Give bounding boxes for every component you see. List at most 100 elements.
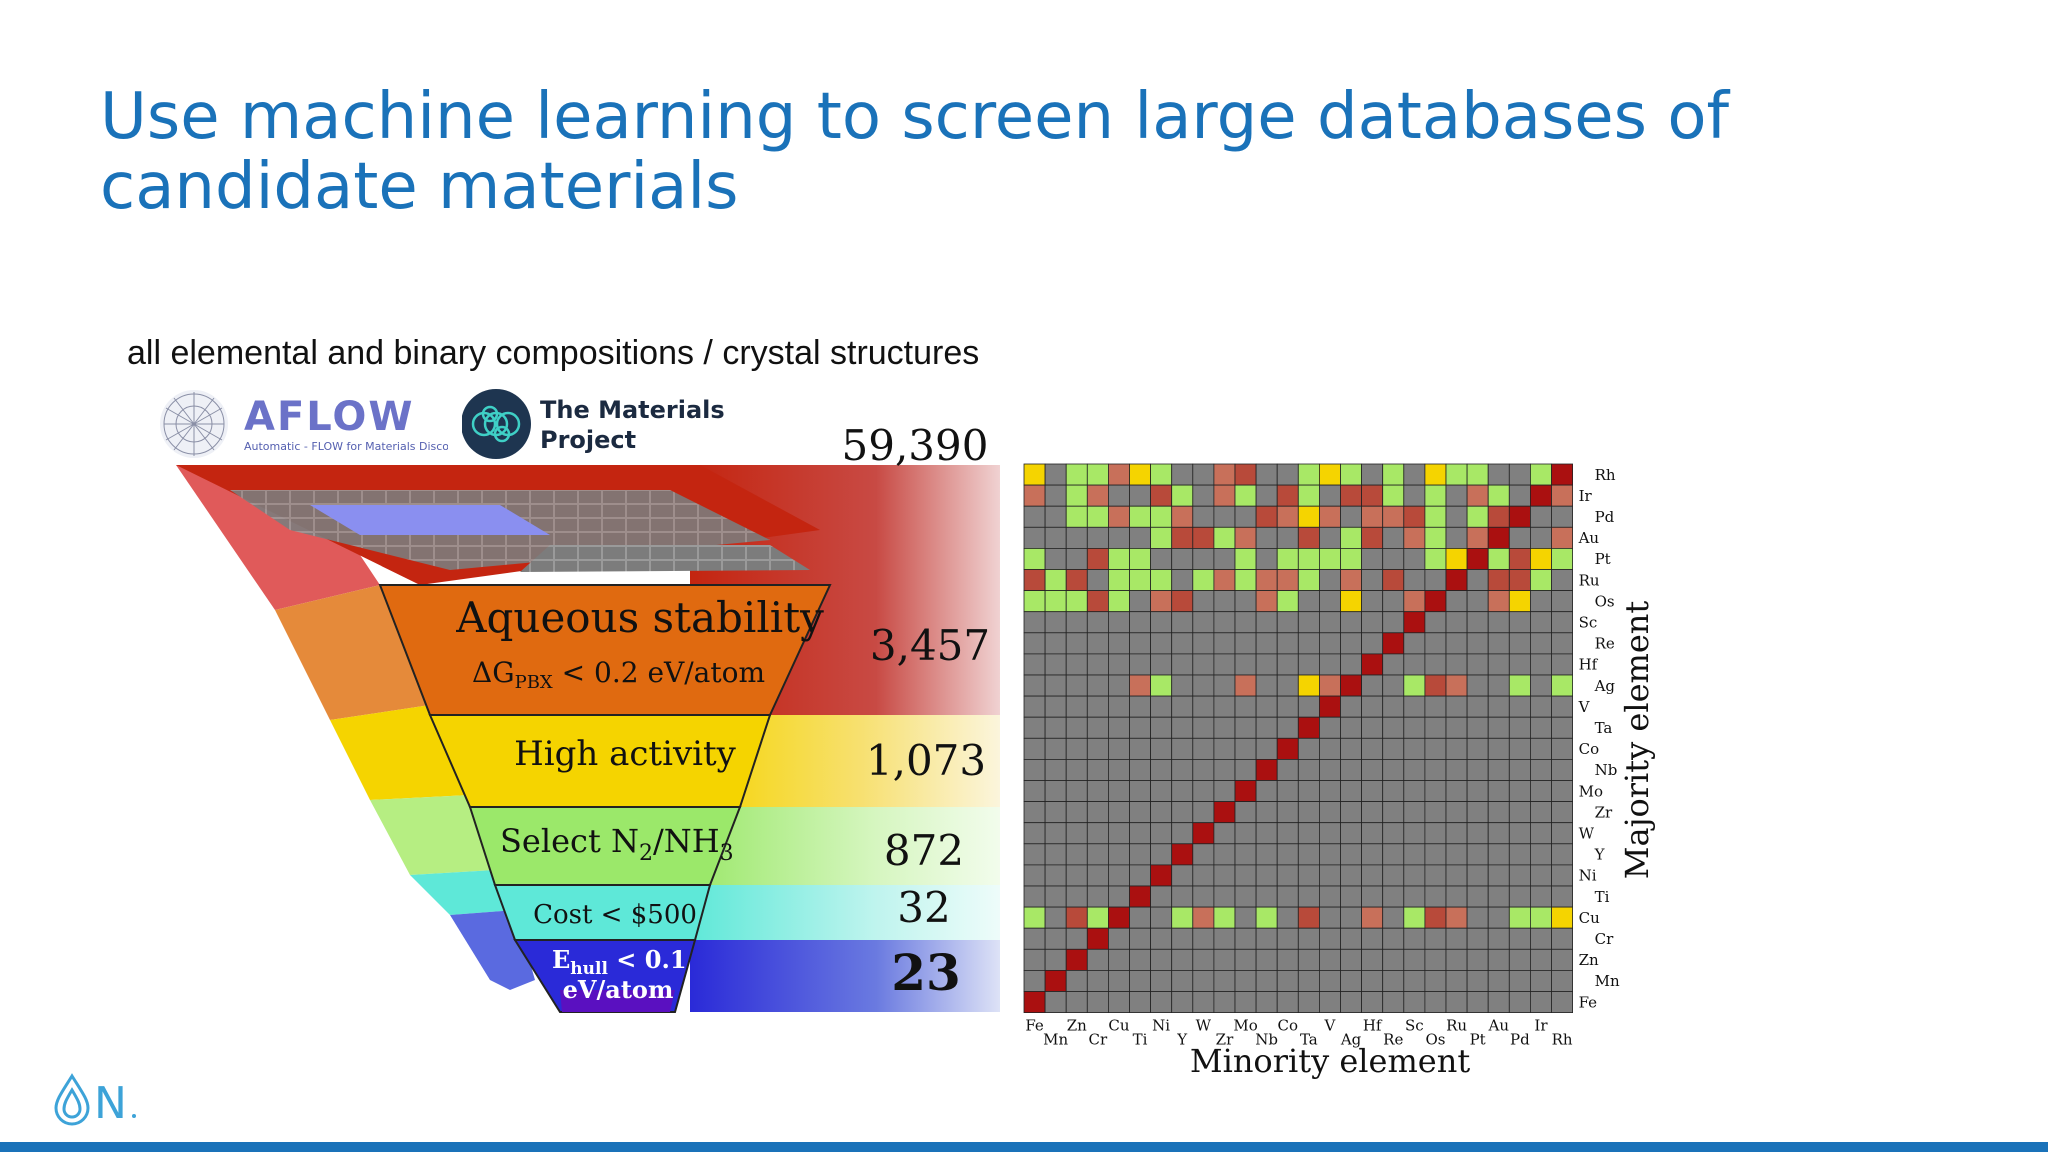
heatmap-cell <box>1192 653 1215 676</box>
heatmap-cell <box>1424 548 1447 570</box>
heatmap-cell <box>1529 716 1552 739</box>
heatmap-cell <box>1086 484 1109 507</box>
heatmap-cell <box>1129 801 1152 824</box>
heatmap-cell <box>1403 716 1426 739</box>
heatmap-cell <box>1171 906 1194 929</box>
heatmap-cell <box>1023 590 1046 613</box>
heatmap-cell <box>1192 674 1215 697</box>
heatmap-cell <box>1065 674 1088 697</box>
heatmap-cell <box>1192 780 1215 803</box>
heatmap-cell <box>1171 864 1194 887</box>
heatmap-cell <box>1403 843 1426 866</box>
heatmap-cell <box>1403 948 1426 971</box>
heatmap-cell <box>1424 526 1447 549</box>
heatmap-cell <box>1508 927 1531 950</box>
heatmap-y-tick: Zn <box>1579 951 1599 969</box>
heatmap-cell <box>1150 885 1173 908</box>
heatmap-cell <box>1255 611 1278 634</box>
heatmap-cell <box>1213 653 1236 676</box>
heatmap-cell <box>1424 505 1447 528</box>
heatmap-cell <box>1150 653 1173 676</box>
heatmap-cell <box>1403 737 1426 760</box>
heatmap-cell <box>1297 716 1320 739</box>
heatmap-cell <box>1129 885 1152 908</box>
heatmap-cell <box>1108 674 1130 697</box>
heatmap-cell <box>1424 737 1447 760</box>
heatmap-cell <box>1382 864 1405 887</box>
heatmap-cell <box>1171 822 1194 845</box>
heatmap-cell <box>1234 927 1257 950</box>
heatmap-cell <box>1403 969 1426 992</box>
stage-ehull-label: Ehull < 0.1 <box>552 945 687 979</box>
heatmap-cell <box>1445 674 1468 697</box>
heatmap-cell <box>1487 927 1510 950</box>
heatmap-cell <box>1108 611 1130 634</box>
heatmap-cell <box>1382 737 1405 760</box>
heatmap-cell <box>1529 569 1552 592</box>
heatmap-cell <box>1466 758 1489 781</box>
heatmap-cell <box>1466 548 1489 570</box>
heatmap-cell <box>1403 991 1426 1014</box>
stage-ehull-label-line2: eV/atom <box>563 975 674 1004</box>
heatmap-cell <box>1108 548 1130 570</box>
heatmap-cell <box>1171 674 1194 697</box>
heatmap-cell <box>1551 674 1574 697</box>
heatmap-cell <box>1276 843 1299 866</box>
heatmap-cell <box>1382 548 1405 570</box>
heatmap-cell <box>1445 653 1468 676</box>
heatmap-x-tick: Cu <box>1108 1017 1129 1035</box>
heatmap-cell <box>1424 991 1447 1014</box>
heatmap-cell <box>1129 526 1152 549</box>
heatmap-cell <box>1508 484 1531 507</box>
heatmap-cell <box>1255 505 1278 528</box>
heatmap-cell <box>1086 463 1109 486</box>
heatmap-cell <box>1424 569 1447 592</box>
heatmap-cell <box>1150 569 1173 592</box>
heatmap-cell <box>1276 948 1299 971</box>
heatmap-cell <box>1297 463 1320 486</box>
heatmap-cell <box>1129 569 1152 592</box>
heatmap-cell <box>1255 864 1278 887</box>
heatmap-cell <box>1361 590 1384 613</box>
heatmap-cell <box>1276 463 1299 486</box>
heatmap-cell <box>1508 716 1531 739</box>
heatmap-cell <box>1044 822 1067 845</box>
heatmap-cell <box>1424 632 1447 655</box>
heatmap-cell <box>1529 632 1552 655</box>
band-ehull <box>690 940 1000 1012</box>
heatmap-cell <box>1234 801 1257 824</box>
heatmap-cell <box>1086 906 1109 929</box>
heatmap-cell <box>1044 991 1067 1014</box>
heatmap-cell <box>1276 864 1299 887</box>
heatmap-cell <box>1382 991 1405 1014</box>
heatmap-cell <box>1551 632 1574 655</box>
heatmap-cell <box>1129 906 1152 929</box>
heatmap-cell <box>1234 822 1257 845</box>
heatmap-cell <box>1361 822 1384 845</box>
heatmap-cell <box>1487 695 1510 718</box>
heatmap-y-tick: Y <box>1594 846 1606 864</box>
heatmap-cell <box>1023 611 1046 634</box>
heatmap-cell <box>1466 737 1489 760</box>
heatmap-cell <box>1108 505 1130 528</box>
heatmap-cell <box>1065 695 1088 718</box>
heatmap-cell <box>1023 948 1046 971</box>
heatmap-cell <box>1108 590 1130 613</box>
heatmap-cell <box>1466 716 1489 739</box>
heatmap-cell <box>1065 526 1088 549</box>
heatmap-cell <box>1129 948 1152 971</box>
heatmap-cell <box>1529 780 1552 803</box>
heatmap-cell <box>1318 991 1341 1014</box>
heatmap-cell <box>1382 969 1405 992</box>
heatmap-cell <box>1403 569 1426 592</box>
heatmap-cell <box>1403 548 1426 570</box>
heatmap-cell <box>1129 632 1152 655</box>
heatmap-cell <box>1382 526 1405 549</box>
heatmap-cell <box>1234 463 1257 486</box>
heatmap-cell <box>1276 569 1299 592</box>
heatmap-cell <box>1508 674 1531 697</box>
heatmap-cell <box>1192 737 1215 760</box>
heatmap-cell <box>1487 822 1510 845</box>
heatmap-cell <box>1551 969 1574 992</box>
heatmap-y-tick: Pt <box>1595 550 1611 568</box>
